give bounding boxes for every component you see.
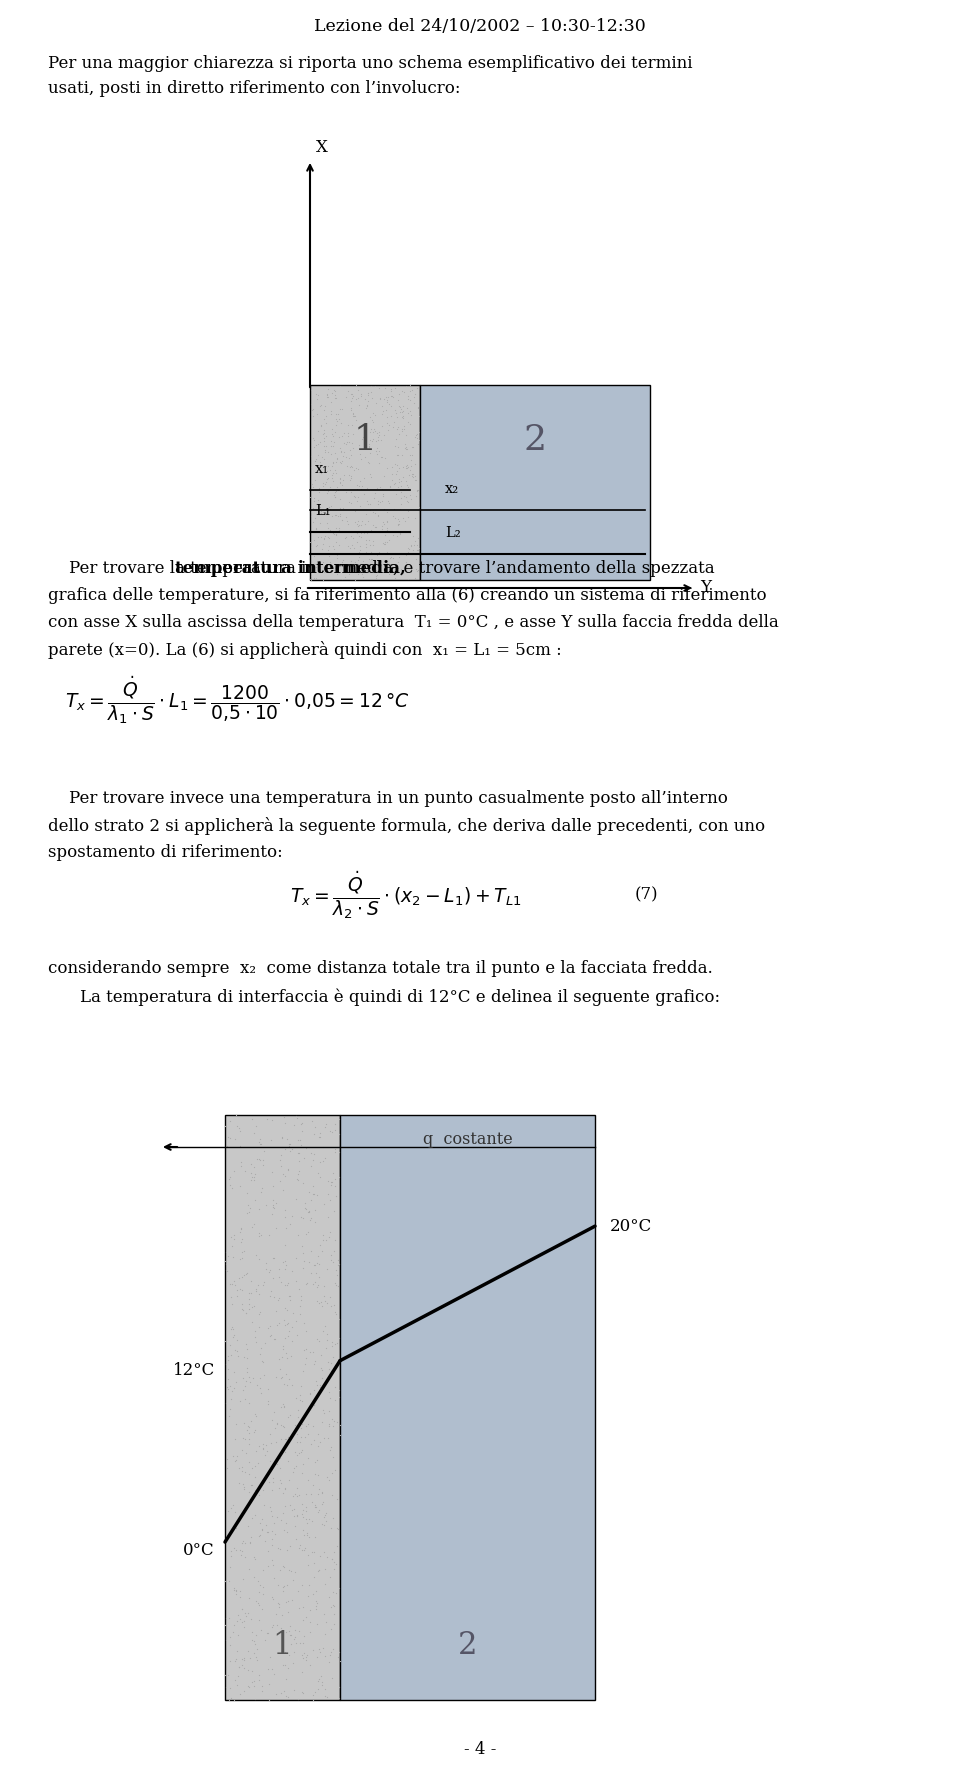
Text: 2: 2 <box>523 423 546 456</box>
Text: 1: 1 <box>353 423 376 456</box>
Text: La temperatura di interfaccia è quindi di 12°C e delinea il seguente grafico:: La temperatura di interfaccia è quindi d… <box>80 988 720 1006</box>
Text: parete (x=0). La (6) si applicherà quindi con  x₁ = L₁ = 5cm :: parete (x=0). La (6) si applicherà quind… <box>48 642 562 659</box>
Text: dello strato 2 si applicherà la seguente formula, che deriva dalle precedenti, c: dello strato 2 si applicherà la seguente… <box>48 817 765 834</box>
Text: x₁: x₁ <box>315 461 329 476</box>
Text: Lezione del 24/10/2002 – 10:30-12:30: Lezione del 24/10/2002 – 10:30-12:30 <box>314 18 646 35</box>
Text: $T_x = \dfrac{\dot{Q}}{\lambda_1 \cdot S} \cdot L_1 = \dfrac{1200}{0{,}5 \cdot 1: $T_x = \dfrac{\dot{Q}}{\lambda_1 \cdot S… <box>65 674 410 727</box>
Text: q  costante: q costante <box>422 1132 513 1149</box>
Text: 1: 1 <box>273 1630 292 1660</box>
Text: Per trovare la temperatura intermedia, e trovare l’andamento della spezzata: Per trovare la temperatura intermedia, e… <box>48 560 714 576</box>
Text: temperatura intermedia,: temperatura intermedia, <box>175 560 406 576</box>
Bar <box>310 385 420 580</box>
Bar <box>420 385 650 580</box>
Text: usati, posti in diretto riferimento con l’involucro:: usati, posti in diretto riferimento con … <box>48 80 461 97</box>
Text: 2: 2 <box>458 1630 477 1660</box>
Text: 0°C: 0°C <box>183 1542 215 1559</box>
Text: X: X <box>316 140 328 156</box>
Text: Y: Y <box>700 580 711 596</box>
Text: Per trovare invece una temperatura in un punto casualmente posto all’interno: Per trovare invece una temperatura in un… <box>48 790 728 806</box>
Text: L₁: L₁ <box>315 504 330 518</box>
Text: - 4 -: - 4 - <box>464 1741 496 1759</box>
Text: con asse X sulla ascissa della temperatura  T₁ = 0°C , e asse Y sulla faccia fre: con asse X sulla ascissa della temperatu… <box>48 613 779 631</box>
Text: (7): (7) <box>635 886 659 903</box>
Bar <box>225 1116 340 1701</box>
Text: 12°C: 12°C <box>173 1361 215 1379</box>
Text: considerando sempre  x₂  come distanza totale tra il punto e la facciata fredda.: considerando sempre x₂ come distanza tot… <box>48 960 712 978</box>
Text: x₂: x₂ <box>445 483 459 497</box>
Text: Per una maggior chiarezza si riporta uno schema esemplificativo dei termini: Per una maggior chiarezza si riporta uno… <box>48 55 692 72</box>
Text: grafica delle temperature, si fa riferimento alla (6) creando un sistema di rife: grafica delle temperature, si fa riferim… <box>48 587 767 605</box>
Text: 20°C: 20°C <box>610 1218 652 1234</box>
Text: L₂: L₂ <box>445 527 461 539</box>
Text: spostamento di riferimento:: spostamento di riferimento: <box>48 843 283 861</box>
Text: $T_x = \dfrac{\dot{Q}}{\lambda_2 \cdot S} \cdot \left(x_2 - L_1\right) + T_{L1}$: $T_x = \dfrac{\dot{Q}}{\lambda_2 \cdot S… <box>290 870 521 921</box>
Bar <box>340 1116 595 1701</box>
